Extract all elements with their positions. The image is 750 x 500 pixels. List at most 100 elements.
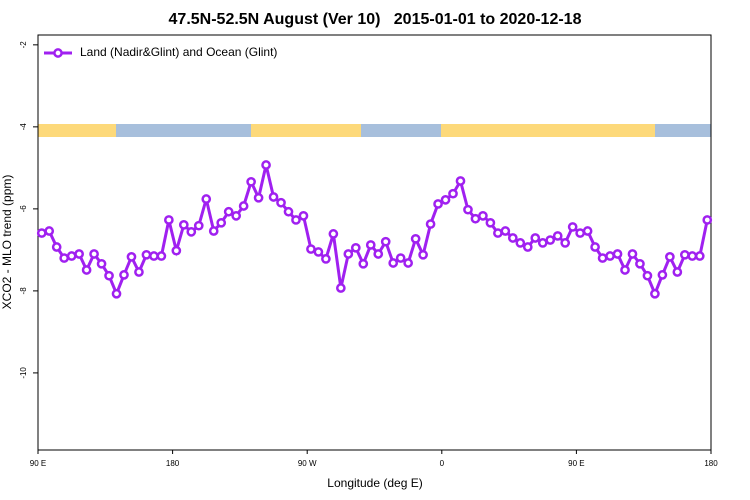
point xyxy=(590,242,600,252)
point xyxy=(493,228,503,238)
point xyxy=(223,206,234,217)
legend-label: Land (Nadir&Glint) and Ocean (Glint) xyxy=(80,45,277,59)
y-tick-label: -4 xyxy=(19,123,28,131)
point xyxy=(201,194,212,204)
point xyxy=(515,238,526,248)
point xyxy=(500,226,511,236)
point xyxy=(582,226,593,236)
land-band xyxy=(251,124,361,137)
point xyxy=(635,258,645,269)
x-tick-label: 90 E xyxy=(568,459,584,468)
point xyxy=(395,253,406,263)
point xyxy=(74,249,84,259)
point xyxy=(545,235,556,245)
x-tick-label: 90 W xyxy=(298,459,317,468)
point xyxy=(89,249,99,259)
point xyxy=(560,238,571,248)
point xyxy=(96,258,107,269)
point xyxy=(283,206,294,217)
point xyxy=(59,253,70,263)
point xyxy=(694,251,705,261)
point xyxy=(186,226,197,237)
point xyxy=(567,222,578,232)
land-band xyxy=(441,124,655,137)
point xyxy=(253,192,264,203)
y-tick-label: -10 xyxy=(19,367,28,379)
point xyxy=(276,197,286,208)
point xyxy=(343,249,354,259)
y-tick-label: -8 xyxy=(19,287,28,295)
point xyxy=(620,265,630,275)
point xyxy=(687,251,698,261)
y-axis-label: XCO2 - MLO trend (ppm) xyxy=(0,175,14,310)
point xyxy=(268,192,279,202)
x-axis-label: Longitude (deg E) xyxy=(327,476,422,490)
point xyxy=(440,195,451,205)
point xyxy=(507,233,518,243)
point xyxy=(552,231,563,241)
point xyxy=(403,258,413,268)
point xyxy=(373,249,384,259)
point xyxy=(463,204,473,215)
land-band xyxy=(38,124,116,137)
legend-marker xyxy=(53,48,63,58)
y-tick-label: -6 xyxy=(19,205,28,213)
point xyxy=(149,251,159,261)
point xyxy=(679,249,690,260)
point xyxy=(388,258,399,268)
point xyxy=(672,267,683,277)
point xyxy=(328,229,339,239)
point xyxy=(231,210,242,221)
point xyxy=(134,267,144,277)
point xyxy=(365,240,376,250)
point xyxy=(313,247,324,257)
point xyxy=(246,176,256,187)
point xyxy=(418,249,428,260)
point xyxy=(171,245,182,256)
point xyxy=(627,249,638,259)
point xyxy=(208,226,219,236)
point xyxy=(470,213,481,224)
point xyxy=(44,226,55,236)
point xyxy=(119,270,129,280)
point xyxy=(455,176,466,186)
point xyxy=(350,242,361,253)
point xyxy=(410,233,421,244)
y-tick-label: -2 xyxy=(19,41,28,49)
point xyxy=(66,251,77,261)
point xyxy=(81,265,92,275)
point xyxy=(575,228,585,238)
chart-title: 47.5N-52.5N August (Ver 10) 2015-01-01 t… xyxy=(169,11,582,28)
point xyxy=(358,258,369,269)
point xyxy=(126,252,137,262)
point xyxy=(522,242,533,252)
point xyxy=(104,270,114,281)
point xyxy=(178,220,189,230)
point xyxy=(530,233,541,243)
x-tick-label: 0 xyxy=(440,459,445,468)
point xyxy=(665,252,675,262)
point xyxy=(702,215,713,225)
point xyxy=(485,217,496,228)
point xyxy=(298,210,309,221)
point xyxy=(164,215,174,225)
x-tick-label: 90 E xyxy=(30,459,46,468)
plot-frame xyxy=(37,34,712,451)
land-ocean-strip xyxy=(38,124,711,137)
point xyxy=(597,253,608,263)
x-tick-label: 180 xyxy=(166,459,180,468)
point xyxy=(605,251,615,261)
point xyxy=(36,228,47,238)
point xyxy=(425,219,436,229)
point xyxy=(306,244,316,254)
point xyxy=(238,201,249,211)
point xyxy=(51,242,62,252)
point xyxy=(156,251,167,261)
point xyxy=(537,238,548,248)
x-tick-label: 180 xyxy=(704,459,718,468)
point xyxy=(111,288,122,299)
point xyxy=(478,210,488,221)
point xyxy=(336,283,346,293)
point xyxy=(642,270,653,281)
